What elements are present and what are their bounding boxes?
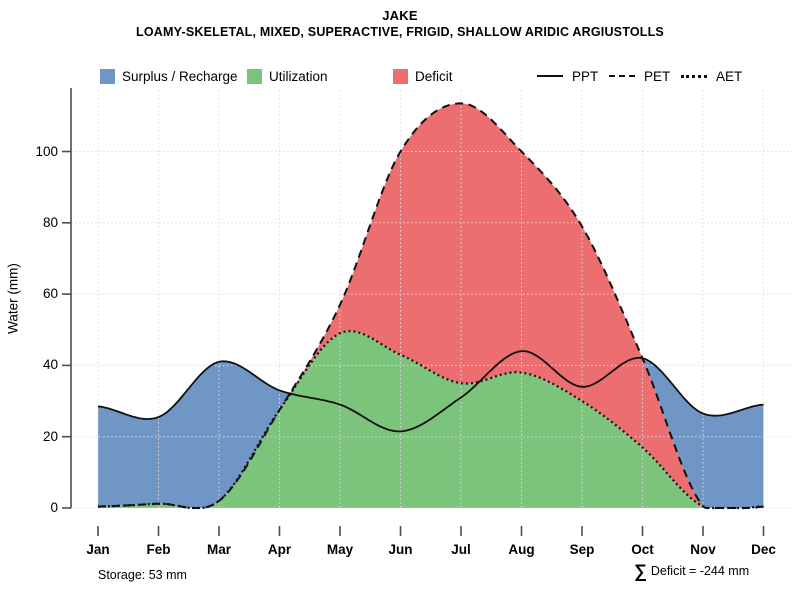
deficit-swatch-icon xyxy=(393,68,408,84)
storage-annotation: Storage: 53 mm xyxy=(98,568,187,582)
x-tick-label: Apr xyxy=(267,542,292,557)
chart-title: JAKE xyxy=(382,8,418,23)
legend-item-deficit: Deficit xyxy=(393,67,453,85)
deficit-annotation-text: Deficit = -244 mm xyxy=(650,564,750,578)
x-tick-label: Sep xyxy=(569,542,595,557)
y-tick-label: 60 xyxy=(42,286,58,302)
y-tick-label: 20 xyxy=(42,428,58,444)
surplus-area xyxy=(98,103,764,509)
deficit-area xyxy=(98,103,764,509)
dotted-line-icon xyxy=(681,74,707,78)
legend-item-ppt: PPT xyxy=(537,67,598,85)
x-tick-label: Jun xyxy=(388,542,413,557)
legend-label-surplus: Surplus / Recharge xyxy=(122,68,238,84)
surplus-swatch-icon xyxy=(100,68,115,84)
x-tick-label: Oct xyxy=(631,542,654,557)
dashed-line-icon xyxy=(609,75,635,77)
x-tick-label: May xyxy=(326,542,354,557)
x-tick-label: Jan xyxy=(86,542,110,557)
solid-line-icon xyxy=(537,75,563,77)
y-tick-label: 80 xyxy=(42,214,58,230)
legend-item-utilization: Utilization xyxy=(247,67,328,85)
legend-label-deficit: Deficit xyxy=(415,68,453,84)
y-tick-label: 40 xyxy=(42,357,58,373)
legend-item-surplus: Surplus / Recharge xyxy=(100,67,238,85)
sum-icon: ∑ xyxy=(634,561,647,581)
chart-subtitle: LOAMY-SKELETAL, MIXED, SUPERACTIVE, FRIG… xyxy=(136,25,664,39)
legend-label-pet: PET xyxy=(644,68,671,84)
legend-item-aet: AET xyxy=(681,67,742,85)
legend-item-pet: PET xyxy=(609,67,670,85)
aet-line xyxy=(97,330,764,510)
x-tick-label: Dec xyxy=(751,542,776,557)
ppt-line xyxy=(97,350,764,433)
x-tick-label: Nov xyxy=(690,542,716,557)
x-tick-label: Mar xyxy=(206,542,231,557)
y-tick-label: 100 xyxy=(35,143,58,159)
x-tick-label: Feb xyxy=(146,542,171,557)
legend-label-ppt: PPT xyxy=(572,68,599,84)
utilization-swatch-icon xyxy=(247,68,262,84)
legend-label-aet: AET xyxy=(716,68,743,84)
legend-label-utilization: Utilization xyxy=(269,68,328,84)
x-tick-label: Jul xyxy=(451,542,471,557)
x-tick-label: Aug xyxy=(508,542,535,557)
deficit-annotation: ∑ Deficit = -244 mm xyxy=(634,562,749,580)
y-tick-label: 0 xyxy=(50,500,58,515)
